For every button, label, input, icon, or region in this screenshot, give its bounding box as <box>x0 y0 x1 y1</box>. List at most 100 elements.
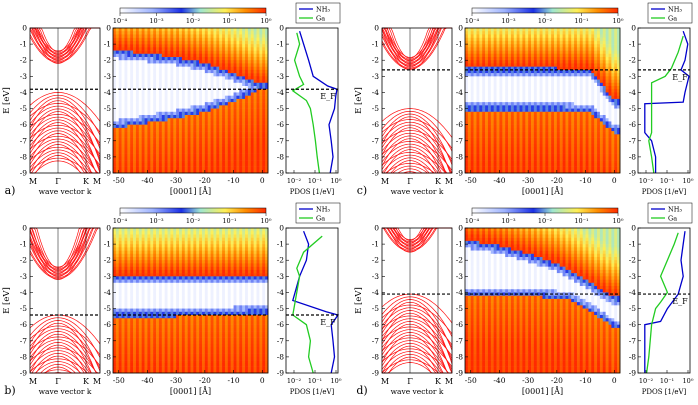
heatmap-cell <box>233 363 237 367</box>
heatmap-cell <box>135 47 140 51</box>
heatmap-cell <box>161 289 165 293</box>
heatmap-cell <box>210 134 214 138</box>
heatmap-cell <box>256 160 260 164</box>
heatmap-cell <box>213 121 217 125</box>
heatmap-cell <box>210 144 214 148</box>
heatmap-cell <box>158 331 163 335</box>
heatmap-cell <box>233 166 237 171</box>
heatmap-cell <box>121 153 125 158</box>
heatmap-cell <box>250 234 254 238</box>
heatmap-cell <box>230 82 234 87</box>
heatmap-cell <box>196 250 200 255</box>
heatmap-cell <box>213 305 217 309</box>
heatmap-cell <box>253 118 257 122</box>
heatmap-cell <box>230 257 234 261</box>
heatmap-cell <box>130 73 134 77</box>
heatmap-cell <box>230 66 234 71</box>
heatmap-cell <box>247 253 252 258</box>
heatmap-cell <box>167 276 171 280</box>
heatmap-cell <box>190 308 194 313</box>
heatmap-cell <box>161 353 165 358</box>
heatmap-cell <box>259 60 263 64</box>
heatmap-cell <box>170 160 174 164</box>
heatmap-cell <box>181 315 186 319</box>
heatmap-cell <box>153 340 157 345</box>
heatmap-cell <box>167 144 171 148</box>
heatmap-cell <box>156 324 160 329</box>
heatmap-cell <box>193 40 197 45</box>
heatmap-cell <box>242 111 246 116</box>
heatmap-cell <box>245 344 249 348</box>
heatmap-cell <box>190 131 194 135</box>
heatmap-cell <box>153 105 157 109</box>
heatmap-cell <box>196 98 200 103</box>
heatmap-cell <box>179 321 183 325</box>
heatmap-cell <box>187 295 191 300</box>
heatmap-cell <box>130 308 134 313</box>
heatmap-cell <box>207 108 211 113</box>
heatmap-cell <box>181 298 186 303</box>
heatmap-cell <box>233 289 237 293</box>
heatmap-cell <box>196 231 200 235</box>
heatmap-cell <box>158 295 163 300</box>
heatmap-cell <box>233 150 237 154</box>
heatmap-cell <box>161 369 165 374</box>
heatmap-cell <box>181 321 186 325</box>
heatmap-cell <box>239 305 243 309</box>
heatmap-cell <box>115 302 120 306</box>
heatmap-cell <box>187 324 191 329</box>
heatmap-cell <box>233 228 237 232</box>
heatmap-cell <box>170 31 174 35</box>
heatmap-cell <box>167 156 171 161</box>
heatmap-cell <box>222 92 226 96</box>
heatmap-cell <box>213 47 217 51</box>
heatmap-cell <box>190 340 194 345</box>
heatmap-cell <box>219 57 223 61</box>
heatmap-cell <box>170 353 174 358</box>
heatmap-cell <box>253 60 257 64</box>
heatmap-cell <box>138 127 142 132</box>
heatmap-cell <box>167 286 171 290</box>
heatmap-cell <box>127 86 131 90</box>
heatmap-cell <box>230 160 234 164</box>
heatmap-cell <box>164 318 168 322</box>
heatmap-cell <box>216 356 220 361</box>
heatmap-cell <box>179 134 183 138</box>
heatmap-cell <box>239 111 243 116</box>
heatmap-cell <box>236 95 240 100</box>
heatmap-cell <box>187 302 191 306</box>
heatmap-cell <box>127 40 131 45</box>
heatmap-cell <box>130 40 134 45</box>
heatmap-cell <box>144 127 148 132</box>
heatmap-cell <box>190 111 194 116</box>
heatmap-cell <box>256 302 260 306</box>
heatmap-cell <box>193 50 197 55</box>
heatmap-cell <box>193 260 197 264</box>
heatmap-cell <box>259 111 263 116</box>
heatmap-cell <box>216 315 220 319</box>
heatmap-cell <box>118 363 122 367</box>
heatmap-cell <box>250 166 254 171</box>
heatmap-cell <box>207 273 211 277</box>
heatmap-cell <box>256 63 260 67</box>
heatmap-cell <box>247 257 252 261</box>
heatmap-cell <box>247 231 252 235</box>
heatmap-cell <box>199 334 203 338</box>
heatmap-cell <box>153 260 157 264</box>
heatmap-cell <box>196 169 200 174</box>
heatmap-cell <box>259 253 263 258</box>
heatmap-cell <box>184 253 188 258</box>
heatmap-cell <box>207 66 211 71</box>
heatmap-cell <box>224 57 229 61</box>
heatmap-cell <box>121 240 125 245</box>
heatmap-cell <box>115 282 120 287</box>
heatmap-cell <box>147 37 151 42</box>
heatmap-cell <box>193 79 197 84</box>
heatmap-cell <box>181 105 186 109</box>
heatmap-cell <box>144 298 148 303</box>
heatmap-cell <box>184 324 188 329</box>
heatmap-cell <box>219 95 223 100</box>
heatmap-cell <box>173 295 177 300</box>
heatmap-cell <box>193 137 197 142</box>
heatmap-cell <box>141 292 145 296</box>
